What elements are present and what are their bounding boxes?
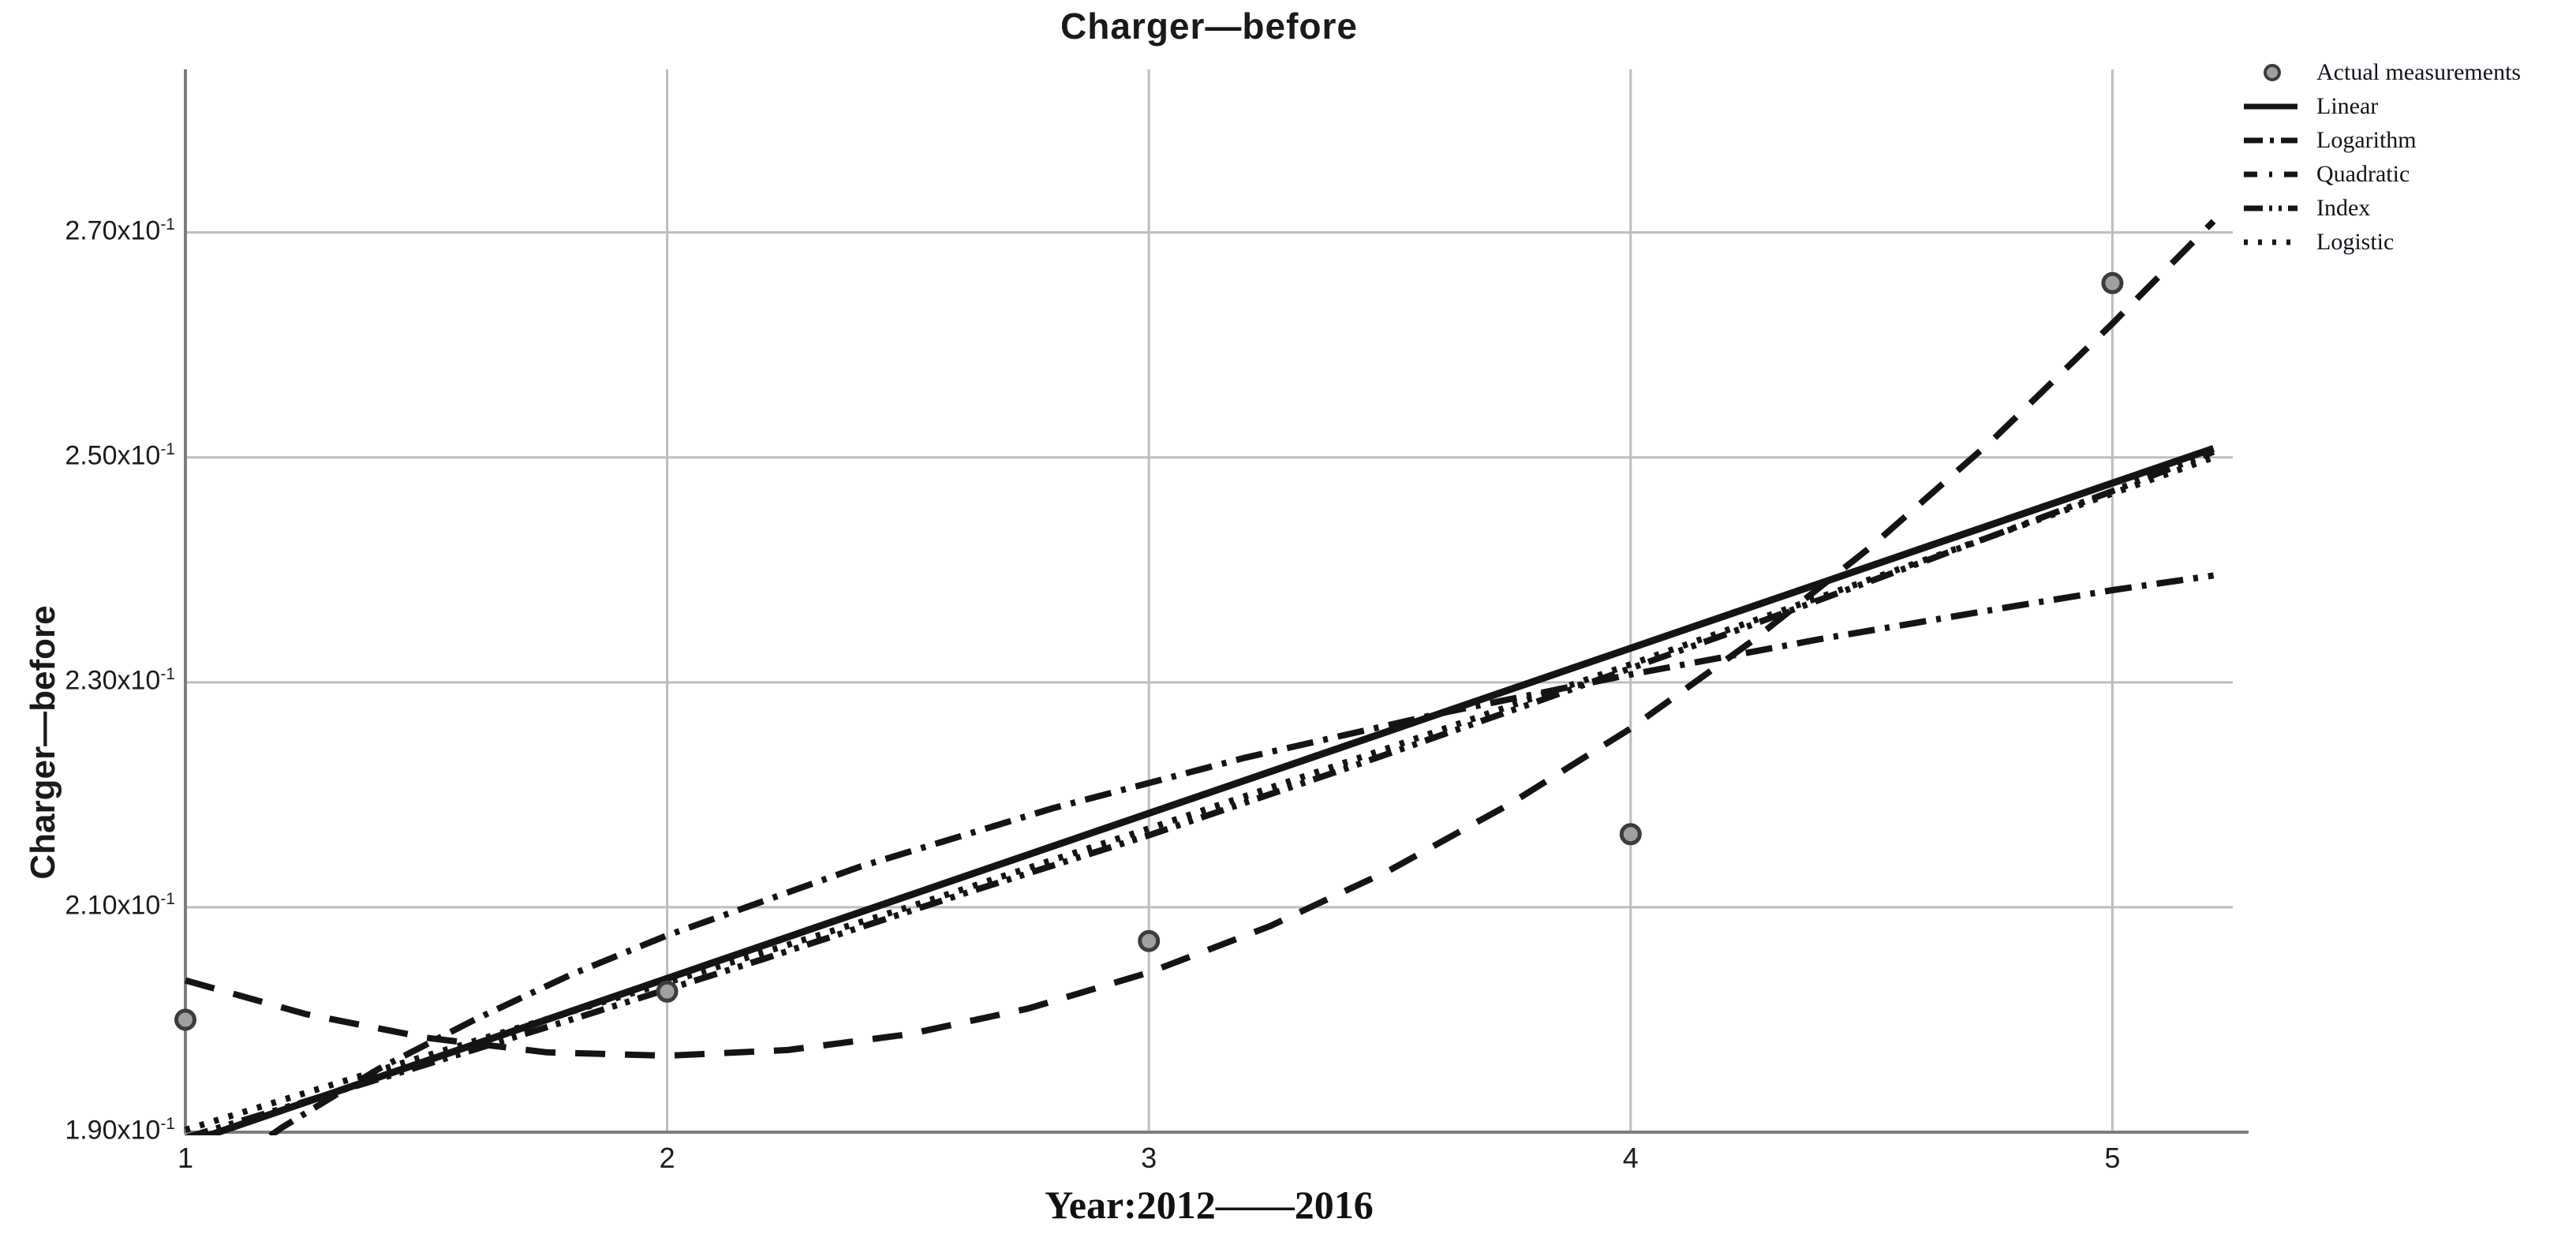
y-tick-label: 2.70x10-1 <box>65 215 175 245</box>
y-tick-label: 1.90x10-1 <box>65 1115 175 1146</box>
legend-item: Logistic <box>2241 225 2521 259</box>
legend: Actual measurements Linear Logarithm Quadra… <box>2241 55 2521 259</box>
legend-label: Logarithm <box>2316 126 2417 153</box>
chart-title: Charger—before <box>1060 6 1358 47</box>
scatter-point <box>1619 823 1642 846</box>
legend-line-icon <box>2244 239 2297 245</box>
legend-label: Actual measurements <box>2316 58 2522 85</box>
legend-line-icon <box>2244 205 2297 211</box>
legend-marker-icon <box>2264 63 2281 81</box>
y-axis-title: Charger—before <box>24 605 62 880</box>
legend-item: Logarithm <box>2241 123 2521 157</box>
legend-label: Index <box>2316 194 2371 221</box>
scatter-point <box>174 1008 196 1031</box>
y-tick-label: 2.10x10-1 <box>65 889 175 921</box>
legend-label: Linear <box>2316 92 2379 119</box>
legend-line-icon <box>2244 171 2297 177</box>
scatter-point <box>2101 271 2124 294</box>
x-tick-label: 5 <box>2104 1142 2121 1174</box>
legend-label: Logistic <box>2316 228 2395 255</box>
legend-item: Index <box>2241 191 2521 225</box>
series-linear <box>198 445 2215 1135</box>
series-logistic <box>184 454 2215 1133</box>
legend-item: Quadratic <box>2241 157 2521 191</box>
series-logarithm <box>265 572 2215 1135</box>
legend-label: Quadratic <box>2316 160 2410 187</box>
x-tick-label: 4 <box>1622 1142 1639 1174</box>
scatter-point <box>656 980 679 1003</box>
series-quadratic <box>184 219 2216 1060</box>
legend-line-icon <box>2244 103 2297 109</box>
scatter-point <box>1138 929 1161 952</box>
legend-item: Actual measurements <box>2241 55 2521 89</box>
x-tick-label: 1 <box>177 1142 194 1174</box>
y-tick-label: 2.30x10-1 <box>65 664 175 696</box>
x-tick-label: 3 <box>1141 1142 1157 1174</box>
series-index <box>184 448 2215 1135</box>
y-tick-label: 2.50x10-1 <box>65 439 175 471</box>
legend-line-icon <box>2244 137 2297 143</box>
x-tick-label: 2 <box>659 1142 675 1174</box>
legend-item: Linear <box>2241 89 2521 123</box>
x-axis-title: Year:2012——2016 <box>1045 1183 1374 1227</box>
